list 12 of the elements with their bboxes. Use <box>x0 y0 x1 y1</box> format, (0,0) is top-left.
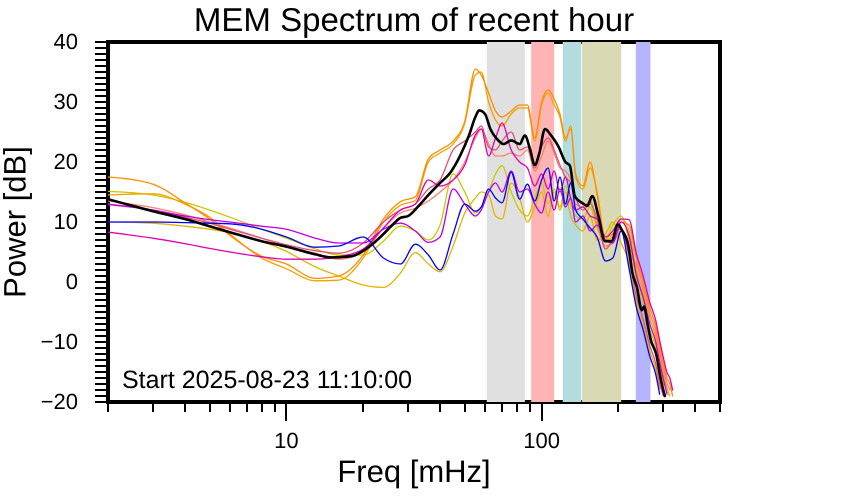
chart-title: MEM Spectrum of recent hour <box>194 1 634 38</box>
y-tick-label: 30 <box>54 89 78 114</box>
y-tick-label: 20 <box>54 149 78 174</box>
y-tick-label: −10 <box>40 329 78 354</box>
y-tick-label: 40 <box>54 29 78 54</box>
x-axis-title: Freq [mHz] <box>337 454 491 489</box>
y-tick-label: 10 <box>54 209 78 234</box>
y-tick-label: 0 <box>66 269 78 294</box>
x-tick-label: 100 <box>523 428 560 453</box>
y-axis-title: Power [dB] <box>0 146 33 298</box>
annotation: Start 2025-08-23 11:10:00 <box>122 366 412 394</box>
y-tick-label: −20 <box>40 389 78 414</box>
